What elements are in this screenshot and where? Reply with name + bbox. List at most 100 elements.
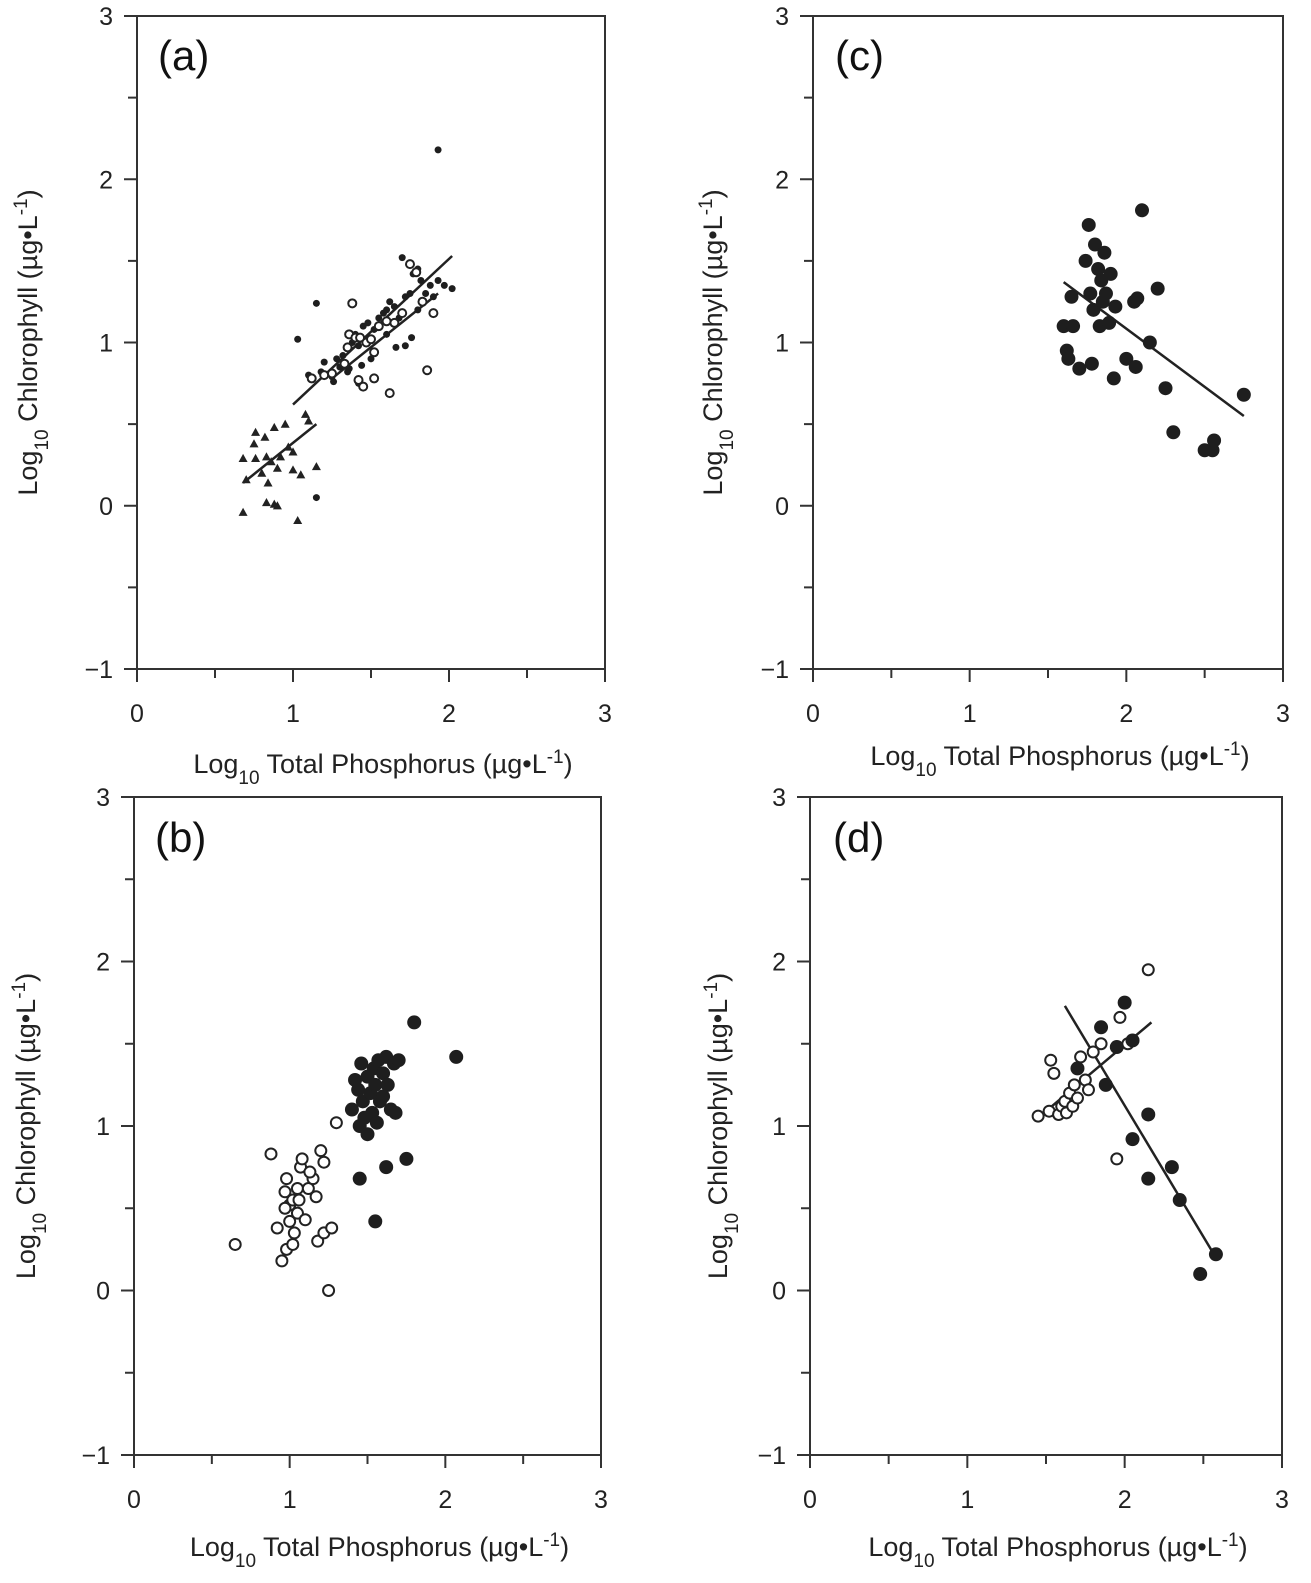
axis-label-main: Chlorophyll (µg•L bbox=[703, 999, 733, 1213]
filled-point bbox=[407, 1015, 422, 1030]
filled-point bbox=[434, 146, 442, 154]
open-point bbox=[381, 316, 392, 327]
x-axis-label: Log10 Total Phosphorus (µg•L-1) bbox=[193, 747, 572, 789]
y-tick-label: 2 bbox=[772, 949, 786, 977]
open-point bbox=[1047, 1066, 1061, 1080]
y-tick-label: 1 bbox=[96, 1113, 110, 1141]
axis-label-prefix: Log bbox=[698, 451, 728, 496]
filled-point bbox=[398, 254, 406, 262]
triangle-point bbox=[288, 447, 298, 456]
filled-point bbox=[408, 334, 416, 342]
filled-point bbox=[449, 1049, 464, 1064]
open-point bbox=[1044, 1053, 1058, 1067]
open-point bbox=[303, 1165, 317, 1179]
open-point bbox=[422, 365, 433, 376]
filled-point bbox=[294, 335, 302, 343]
y-tick-label: 2 bbox=[96, 949, 110, 977]
filled-point bbox=[1061, 351, 1076, 366]
filled-point bbox=[426, 281, 434, 289]
axis-label-end: ) bbox=[560, 1532, 569, 1562]
filled-point bbox=[320, 358, 328, 366]
axis-label-main: Chlorophyll (µg•L bbox=[698, 215, 728, 429]
filled-point bbox=[1064, 289, 1079, 304]
filled-point bbox=[333, 355, 341, 363]
open-point bbox=[287, 1226, 301, 1240]
x-axis-label: Log10 Total Phosphorus (µg•L-1) bbox=[190, 1530, 569, 1572]
filled-point bbox=[1070, 1061, 1085, 1076]
filled-point bbox=[1103, 266, 1118, 281]
open-point bbox=[1031, 1109, 1045, 1123]
axis-label-prefix: Log bbox=[190, 1532, 235, 1562]
open-point bbox=[1094, 1037, 1108, 1051]
open-point bbox=[317, 1155, 331, 1169]
filled-point bbox=[355, 342, 363, 350]
open-point bbox=[314, 1144, 328, 1158]
triangle-point bbox=[249, 439, 259, 448]
open-point bbox=[319, 370, 330, 381]
filled-point bbox=[1207, 433, 1222, 448]
open-point bbox=[295, 1152, 309, 1166]
axis-label-sub: 10 bbox=[722, 1213, 743, 1234]
filled-point bbox=[1164, 1160, 1179, 1175]
filled-point bbox=[1125, 1033, 1140, 1048]
filled-point bbox=[1236, 387, 1251, 402]
filled-point bbox=[375, 314, 383, 322]
filled-point bbox=[1141, 1171, 1156, 1186]
filled-point bbox=[1172, 1193, 1187, 1208]
y-axis-label: Log10 Chlorophyll (µg•L-1) bbox=[11, 189, 53, 495]
filled-point bbox=[1102, 315, 1117, 330]
axis-label-prefix: Log bbox=[703, 1234, 733, 1279]
y-axis-label: Log10 Chlorophyll (µg•L-1) bbox=[696, 189, 738, 495]
x-tick-label: 2 bbox=[1119, 700, 1133, 728]
open-point bbox=[280, 1172, 294, 1186]
y-tick-label: 3 bbox=[96, 784, 110, 812]
open-point bbox=[278, 1185, 292, 1199]
open-point bbox=[278, 1201, 292, 1215]
panel-label: (d) bbox=[833, 814, 884, 861]
axis-label-main: Total Phosphorus (µg•L bbox=[260, 749, 547, 779]
filled-point bbox=[1098, 1077, 1113, 1092]
open-point bbox=[355, 332, 366, 343]
triangle-point bbox=[288, 465, 298, 474]
y-tick-label: 3 bbox=[99, 3, 113, 31]
axis-label-sub: 10 bbox=[30, 1213, 51, 1234]
filled-point bbox=[1135, 203, 1149, 218]
filled-point bbox=[422, 290, 430, 298]
filled-point bbox=[312, 299, 320, 307]
y-tick-label: 1 bbox=[775, 330, 789, 358]
filled-point bbox=[1106, 371, 1121, 386]
x-tick-label: 1 bbox=[286, 700, 300, 728]
open-point bbox=[389, 317, 400, 328]
triangle-point bbox=[261, 452, 271, 461]
y-tick-label: 0 bbox=[772, 1278, 786, 1306]
open-point bbox=[358, 381, 369, 392]
triangle-point bbox=[304, 416, 314, 425]
axis-label-sup: -1 bbox=[696, 198, 717, 215]
filled-point bbox=[1072, 361, 1087, 376]
x-tick-label: 0 bbox=[806, 700, 820, 728]
triangle-point bbox=[241, 475, 251, 484]
open-point bbox=[270, 1221, 284, 1235]
axis-label-main: Total Phosphorus (µg•L bbox=[256, 1532, 543, 1562]
filled-point bbox=[1125, 1132, 1140, 1147]
filled-point bbox=[383, 306, 391, 314]
open-point bbox=[405, 259, 415, 270]
filled-point bbox=[1109, 1040, 1124, 1055]
filled-point bbox=[1081, 217, 1096, 232]
open-point bbox=[1086, 1045, 1100, 1059]
axis-label-sup: -1 bbox=[9, 982, 30, 999]
axis-label-prefix: Log bbox=[870, 741, 915, 771]
open-point bbox=[292, 1193, 306, 1207]
filled-point bbox=[1141, 1107, 1156, 1122]
filled-point bbox=[368, 1077, 383, 1092]
axis-label-sub: 10 bbox=[915, 760, 936, 781]
filled-point bbox=[417, 276, 425, 284]
filled-point bbox=[1094, 1020, 1109, 1035]
triangle-point bbox=[251, 453, 261, 463]
y-axis-label: Log10 Chlorophyll (µg•L-1) bbox=[9, 973, 51, 1279]
filled-point bbox=[351, 1082, 366, 1097]
x-tick-label: 2 bbox=[1118, 1486, 1132, 1514]
